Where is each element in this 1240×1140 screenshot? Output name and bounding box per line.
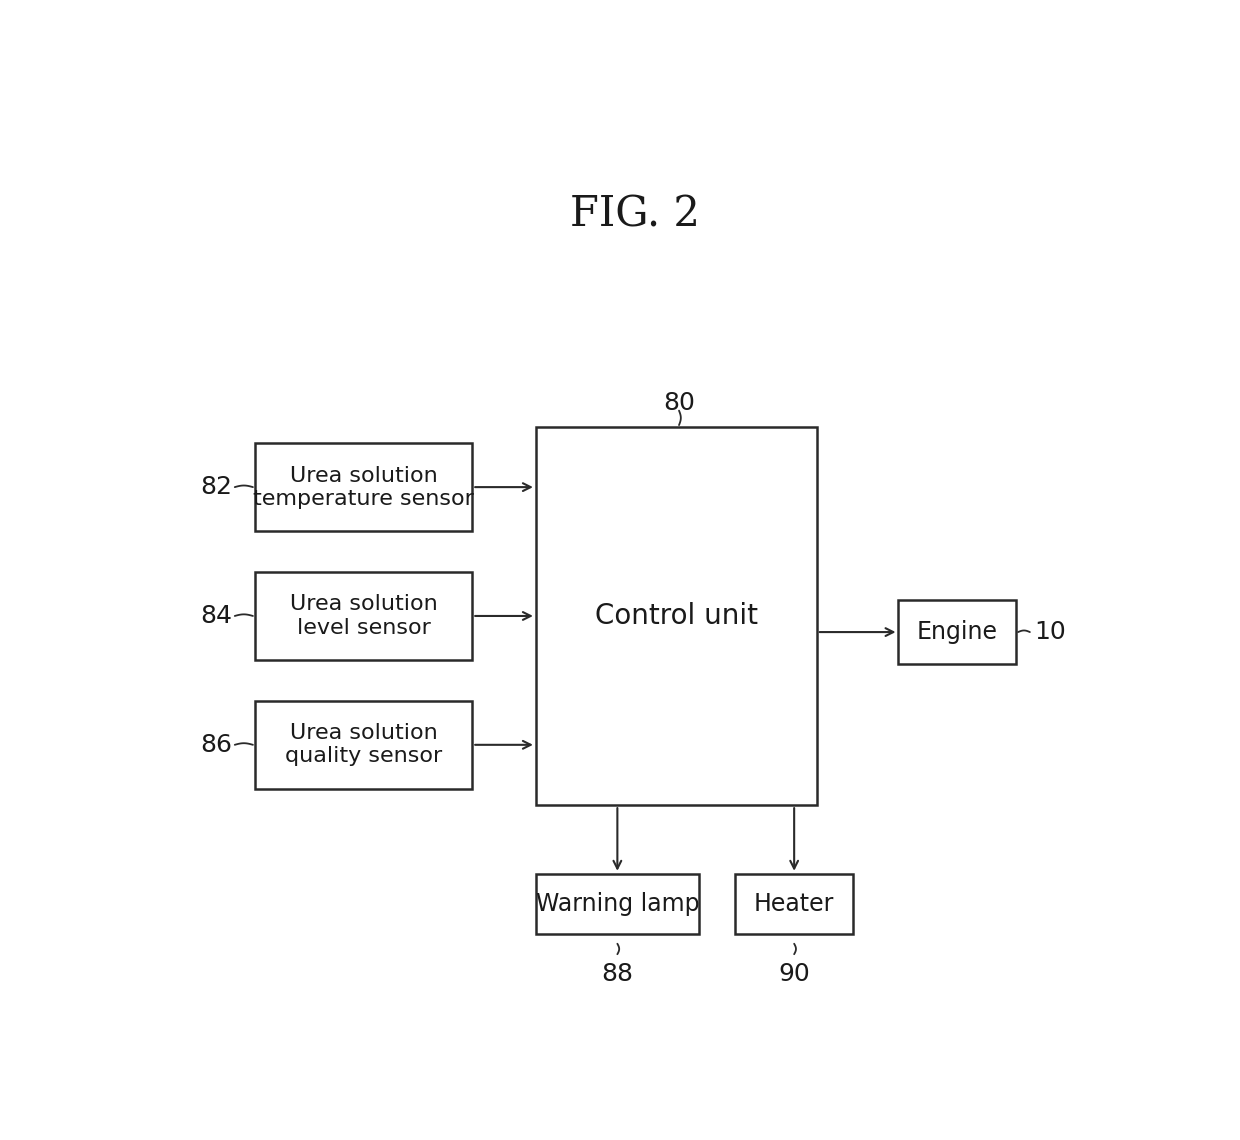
- Text: Urea solution
level sensor: Urea solution level sensor: [290, 594, 438, 637]
- Bar: [254, 442, 472, 531]
- Bar: [536, 873, 699, 934]
- Bar: [735, 873, 853, 934]
- Text: 86: 86: [200, 733, 232, 757]
- Bar: [254, 571, 472, 660]
- Text: 88: 88: [601, 962, 634, 986]
- Text: Urea solution
quality sensor: Urea solution quality sensor: [285, 723, 443, 766]
- Text: FIG. 2: FIG. 2: [570, 193, 701, 235]
- Text: 10: 10: [1034, 620, 1066, 644]
- Text: Control unit: Control unit: [595, 602, 758, 630]
- Text: 84: 84: [200, 604, 232, 628]
- Bar: [899, 600, 1017, 665]
- Text: Engine: Engine: [916, 620, 998, 644]
- Bar: [536, 426, 817, 805]
- Text: 80: 80: [663, 391, 694, 415]
- Text: Heater: Heater: [754, 891, 835, 915]
- Bar: [254, 700, 472, 789]
- Text: 82: 82: [200, 475, 232, 499]
- Text: Warning lamp: Warning lamp: [536, 891, 699, 915]
- Text: 90: 90: [779, 962, 810, 986]
- Text: Urea solution
temperature sensor: Urea solution temperature sensor: [253, 465, 474, 508]
